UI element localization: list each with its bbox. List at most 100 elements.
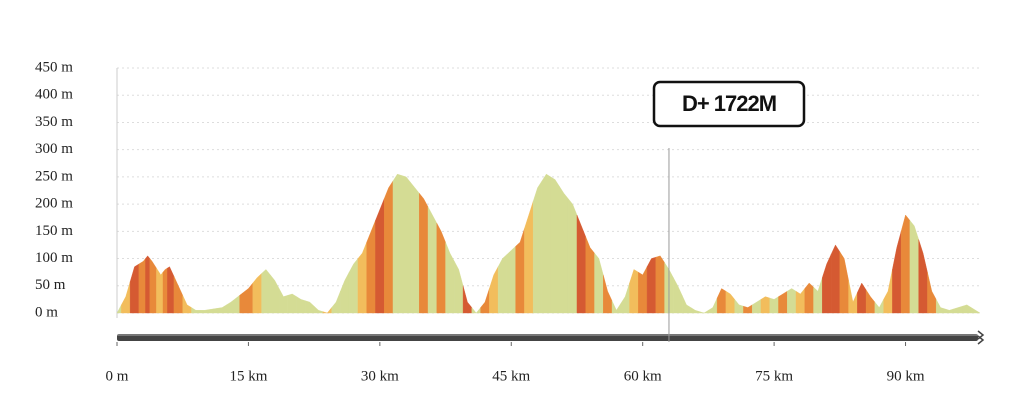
- elevation-band: [752, 299, 762, 314]
- elevation-band: [375, 198, 385, 314]
- elevation-band: [848, 280, 858, 314]
- annotation-text: D+ 1722M: [682, 91, 776, 116]
- elevation-band: [419, 192, 429, 314]
- elevation-band: [953, 305, 963, 314]
- elevation-band: [261, 269, 271, 314]
- elevation-band: [357, 242, 367, 314]
- elevation-band: [935, 299, 946, 314]
- elevation-band: [401, 175, 411, 314]
- elevation-band: [121, 281, 131, 314]
- elevation-band: [918, 239, 928, 314]
- elevation-band: [568, 198, 578, 314]
- x-tick-label: 60 km: [624, 368, 662, 384]
- elevation-band: [167, 266, 175, 314]
- elevation-band: [734, 298, 744, 314]
- elevation-band: [594, 252, 604, 314]
- elevation-band: [515, 228, 525, 314]
- x-tick-label: 0 m: [106, 368, 129, 384]
- elevation-band: [962, 304, 972, 314]
- elevation-band: [524, 201, 534, 314]
- elevation-band: [804, 282, 814, 314]
- elevation-band: [603, 274, 613, 314]
- elevation-band: [708, 297, 718, 314]
- y-tick-label: 450 m: [35, 59, 73, 75]
- elevation-band: [892, 231, 902, 314]
- elevation-band: [340, 272, 350, 314]
- elevation-band: [287, 293, 297, 314]
- elevation-band: [830, 244, 841, 314]
- elevation-band: [716, 288, 727, 314]
- elevation-band: [145, 255, 151, 314]
- elevation-band: [331, 291, 341, 314]
- annotation-box: [652, 80, 806, 128]
- elevation-band: [769, 296, 779, 314]
- elevation-band: [681, 295, 692, 314]
- elevation-band: [252, 273, 262, 314]
- elevation-band: [977, 311, 981, 314]
- elevation-band: [116, 304, 122, 314]
- elevation-band: [655, 255, 665, 314]
- elevation-band: [436, 223, 446, 314]
- elevation-band: [760, 296, 770, 314]
- elevation-band: [506, 245, 516, 314]
- y-tick-label: 250 m: [35, 168, 73, 184]
- annotation: D+ 1722M: [652, 80, 806, 128]
- elevation-band: [270, 274, 280, 314]
- elevation-band: [813, 277, 823, 314]
- elevation-band: [865, 289, 876, 314]
- elevation-band: [471, 306, 481, 314]
- elevation-band: [296, 296, 306, 314]
- elevation-band: [971, 307, 979, 314]
- elevation-band: [278, 288, 289, 314]
- elevation-band: [497, 254, 508, 314]
- elevation-band: [366, 220, 376, 314]
- elevation-band: [646, 256, 657, 314]
- elevation-band: [857, 282, 867, 314]
- elevation-band: [384, 180, 394, 314]
- elevation-band: [778, 290, 788, 314]
- elevation-band: [883, 269, 893, 314]
- x-tick-label: 30 km: [361, 368, 399, 384]
- elevation-band: [348, 257, 359, 314]
- elevation-band: [182, 295, 192, 314]
- elevation-band: [541, 173, 551, 314]
- x-tick-label: 75 km: [755, 368, 793, 384]
- elevation-band: [149, 257, 157, 314]
- elevation-band: [462, 285, 473, 314]
- elevation-band: [611, 300, 621, 314]
- profile: [116, 173, 981, 314]
- elevation-band: [638, 266, 648, 314]
- elevation-band: [162, 267, 168, 314]
- elevation-band: [191, 307, 201, 314]
- elevation-band: [213, 304, 227, 314]
- elevation-band: [489, 266, 499, 314]
- elevation-band: [305, 300, 315, 314]
- elevation-band: [156, 267, 164, 314]
- elevation-band: [239, 282, 254, 314]
- elevation-band: [559, 185, 569, 314]
- elevation-band: [173, 276, 183, 314]
- elevation-band: [454, 261, 464, 314]
- elevation-band: [673, 277, 683, 314]
- elevation-band: [313, 305, 324, 314]
- x-tick-label: 15 km: [229, 368, 267, 384]
- elevation-band: [699, 309, 709, 314]
- elevation-band: [322, 306, 332, 314]
- elevation-band: [690, 307, 700, 314]
- elevation-band: [822, 254, 832, 314]
- elevation-band: [725, 290, 735, 314]
- y-tick-label: 300 m: [35, 141, 73, 157]
- elevation-band: [427, 206, 437, 314]
- elevation-band: [129, 263, 140, 314]
- y-tick-label: 350 m: [35, 114, 73, 130]
- elevation-band: [585, 236, 595, 314]
- range-handle: [977, 330, 985, 345]
- elevation-band: [550, 176, 560, 314]
- elevation-band: [944, 308, 954, 314]
- elevation-band: [909, 219, 919, 314]
- elevation-band: [226, 294, 240, 314]
- y-tick-label: 100 m: [35, 250, 73, 266]
- y-tick-label: 200 m: [35, 196, 73, 212]
- elevation-band: [138, 257, 146, 314]
